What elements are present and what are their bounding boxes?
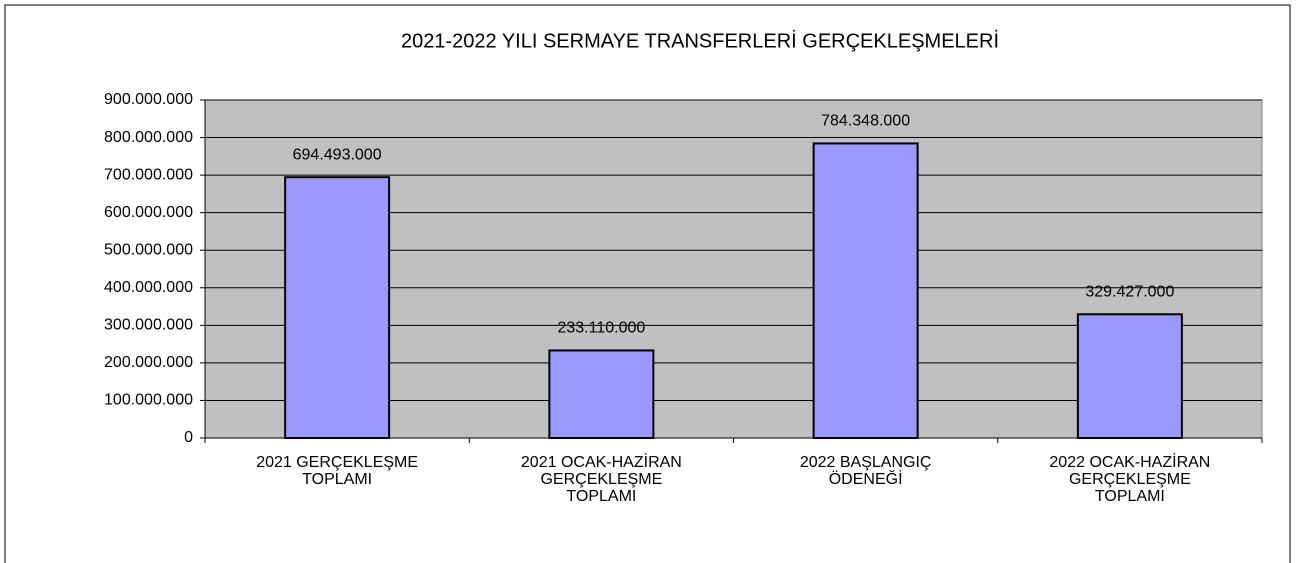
y-tick-label: 400.000.000	[104, 279, 193, 296]
y-tick-label: 500.000.000	[104, 241, 193, 258]
y-tick-label: 300.000.000	[104, 317, 193, 334]
data-label: 329.427.000	[1085, 284, 1174, 301]
bar	[548, 349, 655, 440]
y-tick-label: 900.000.000	[104, 91, 193, 108]
x-tick-label: 2021 OCAK-HAZİRAN GERÇEKLEŞME TOPLAMI	[520, 454, 682, 505]
x-tick-label: 2022 BAŞLANGIÇ ÖDENEĞİ	[799, 454, 932, 488]
x-tick-label: 2021 GERÇEKLEŞME TOPLAMI	[256, 454, 419, 488]
bar	[812, 142, 919, 439]
y-tick-label: 0	[184, 429, 193, 446]
data-label: 233.110.000	[557, 320, 645, 337]
y-tick-label: 800.000.000	[104, 129, 193, 146]
bar	[284, 176, 391, 439]
chart-title: 2021-2022 YILI SERMAYE TRANSFERLERİ GERÇ…	[401, 29, 999, 52]
bar	[1076, 313, 1183, 439]
y-tick-label: 100.000.000	[104, 392, 193, 409]
data-label: 784.348.000	[821, 113, 910, 130]
y-tick-label: 700.000.000	[104, 166, 193, 183]
y-tick-label: 600.000.000	[104, 204, 193, 221]
x-tick-label: 2022 OCAK-HAZİRAN GERÇEKLEŞME TOPLAMI	[1049, 454, 1211, 505]
data-label: 694.493.000	[293, 146, 382, 163]
y-tick-label: 200.000.000	[104, 354, 193, 371]
